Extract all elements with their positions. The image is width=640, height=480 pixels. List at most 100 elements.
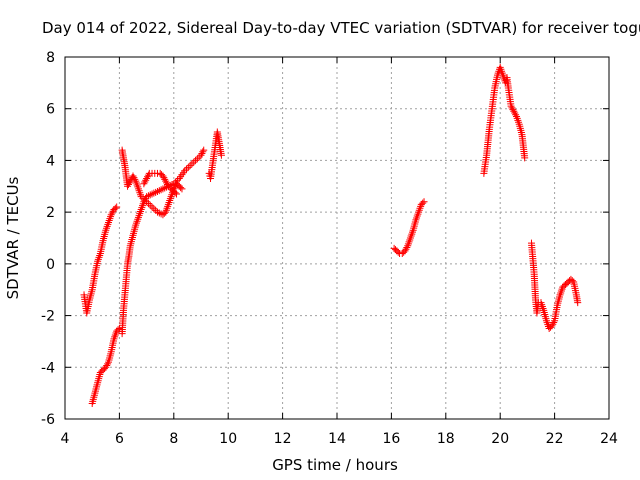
data-point bbox=[568, 277, 576, 285]
data-point bbox=[163, 179, 171, 187]
x-tick-label: 6 bbox=[115, 431, 124, 447]
data-point bbox=[164, 182, 172, 190]
x-tick-label: 16 bbox=[382, 431, 400, 447]
y-tick-label: -6 bbox=[41, 412, 55, 428]
data-point bbox=[507, 102, 515, 110]
data-point bbox=[131, 175, 139, 183]
data-point bbox=[104, 360, 112, 368]
data-point bbox=[166, 184, 174, 192]
data-point bbox=[108, 209, 116, 217]
data-point bbox=[171, 189, 179, 197]
data-point bbox=[217, 151, 225, 159]
data-point bbox=[509, 106, 517, 114]
data-point bbox=[111, 204, 119, 212]
data-point bbox=[549, 320, 557, 328]
data-point bbox=[150, 189, 158, 197]
data-point bbox=[144, 200, 152, 208]
x-tick-label: 10 bbox=[219, 431, 237, 447]
y-axis-label: SDTVAR / TECUs bbox=[4, 176, 22, 299]
data-point bbox=[401, 247, 409, 255]
y-tick-label: 4 bbox=[46, 153, 55, 169]
data-point bbox=[141, 178, 149, 186]
data-point bbox=[103, 362, 111, 370]
y-tick-label: -2 bbox=[41, 309, 55, 325]
data-point bbox=[153, 187, 161, 195]
data-point bbox=[521, 154, 529, 162]
data-point bbox=[144, 173, 152, 181]
data-point bbox=[153, 208, 161, 216]
y-tick-label: 8 bbox=[46, 50, 55, 66]
data-point bbox=[510, 107, 518, 115]
data-point bbox=[160, 174, 168, 182]
x-tick-label: 20 bbox=[491, 431, 509, 447]
data-point bbox=[124, 181, 132, 189]
data-point bbox=[137, 193, 145, 201]
data-point bbox=[152, 206, 160, 214]
y-tick-label: -4 bbox=[41, 360, 55, 376]
x-tick-label: 22 bbox=[546, 431, 564, 447]
data-point bbox=[188, 160, 196, 168]
data-point bbox=[125, 179, 133, 187]
data-point bbox=[124, 182, 132, 190]
x-tick-label: 12 bbox=[274, 431, 292, 447]
data-point bbox=[161, 175, 169, 183]
x-tick-label: 18 bbox=[437, 431, 455, 447]
data-point bbox=[148, 190, 156, 198]
data-point bbox=[155, 187, 163, 195]
data-point bbox=[148, 203, 156, 211]
data-point bbox=[193, 155, 201, 163]
data-point bbox=[420, 198, 428, 206]
x-axis-label: GPS time / hours bbox=[272, 456, 398, 474]
data-point bbox=[178, 185, 186, 193]
data-point bbox=[200, 146, 208, 154]
data-point bbox=[197, 151, 205, 159]
y-tick-label: 0 bbox=[46, 257, 55, 273]
x-tick-label: 4 bbox=[61, 431, 70, 447]
x-tick-label: 14 bbox=[328, 431, 346, 447]
grid bbox=[65, 57, 609, 419]
data-point bbox=[144, 171, 152, 179]
data-point bbox=[199, 148, 207, 156]
data-point bbox=[419, 199, 427, 207]
y-tick-label: 2 bbox=[46, 205, 55, 221]
data-point bbox=[102, 363, 110, 371]
data-point bbox=[511, 109, 519, 117]
chart-title: Day 014 of 2022, Sidereal Day-to-day VTE… bbox=[42, 19, 640, 37]
data-point bbox=[548, 322, 556, 330]
x-tick-label: 8 bbox=[169, 431, 178, 447]
data-point bbox=[159, 185, 167, 193]
data-point bbox=[144, 192, 152, 200]
data-point bbox=[192, 156, 200, 164]
data-point bbox=[142, 176, 150, 184]
data-point bbox=[141, 196, 149, 204]
data-point bbox=[173, 190, 181, 198]
data-point bbox=[402, 245, 410, 253]
data-point bbox=[181, 167, 189, 175]
data-point bbox=[198, 150, 206, 158]
data-point bbox=[150, 205, 158, 213]
data-point bbox=[184, 163, 192, 171]
data-point bbox=[139, 194, 147, 202]
data-point bbox=[550, 318, 558, 326]
data-point bbox=[152, 188, 160, 196]
data-point bbox=[508, 104, 516, 112]
data-point bbox=[186, 162, 194, 170]
data-point bbox=[146, 201, 154, 209]
data-point bbox=[159, 172, 167, 180]
data-point bbox=[177, 184, 185, 192]
data-point bbox=[140, 180, 148, 188]
data-point bbox=[403, 243, 411, 251]
data-point bbox=[95, 253, 103, 261]
data-point bbox=[129, 172, 137, 180]
y-tick-label: 6 bbox=[46, 102, 55, 118]
data-point bbox=[113, 203, 121, 211]
data-point bbox=[190, 158, 198, 166]
x-tick-label: 24 bbox=[600, 431, 618, 447]
data-point bbox=[115, 325, 123, 332]
data-point bbox=[130, 174, 138, 182]
data-point bbox=[162, 177, 170, 185]
data-point bbox=[168, 186, 176, 194]
data-point bbox=[107, 211, 115, 219]
